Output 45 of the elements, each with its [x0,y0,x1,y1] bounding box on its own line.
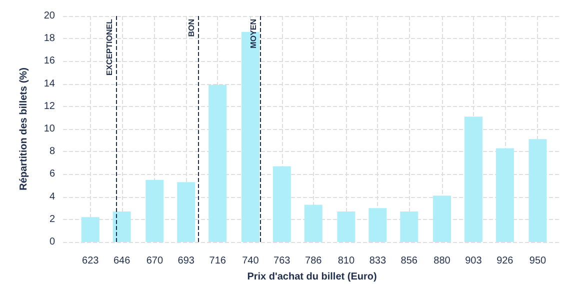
y-tick-label: 6 [49,168,56,180]
x-tick-label: 786 [305,256,322,266]
y-tick-label: 2 [49,214,56,225]
bar [146,180,164,242]
x-tick-label: 856 [400,256,418,266]
ref-line-label: MOYEN [249,18,258,48]
x-tick-label: 810 [338,256,355,266]
x-tick-label: 926 [496,256,514,266]
y-tick-label: 16 [44,56,56,67]
bar [337,211,356,242]
bar [496,148,514,242]
ref-line-label: BON [186,18,196,37]
x-tick-label: 763 [274,256,291,266]
x-tick-label: 833 [369,256,386,266]
bar [528,139,547,242]
y-tick-label: 4 [49,191,56,202]
y-tick-label: 12 [44,100,56,112]
bar [112,211,131,242]
y-axis-title: Répartition des billets (%) [18,68,30,190]
y-tick-label: 10 [44,124,56,134]
bar [272,166,291,242]
bar [304,204,322,242]
y-tick-label: 14 [44,78,56,90]
x-tick-label: 623 [82,256,100,266]
x-tick-label: 740 [242,256,260,266]
x-tick-label: 880 [434,256,451,266]
bar [208,84,227,242]
ref-line-label: EXCEPTIONEL [104,18,114,76]
bar [464,116,482,242]
y-tick-label: 18 [44,33,56,44]
bar [400,211,418,242]
y-tick-label: 20 [44,10,56,22]
y-tick-label: 0 [49,236,56,248]
bar [81,217,100,242]
x-tick-label: 693 [178,256,195,266]
bar [432,196,451,242]
x-tick-label: 903 [465,256,482,266]
y-tick-label: 8 [49,146,56,158]
x-axis-title: Prix d'achat du billet (Euro) [247,272,377,282]
x-tick-label: 950 [529,256,547,266]
x-tick-label: 670 [146,256,164,266]
bar [177,182,196,242]
x-tick-label: 646 [113,256,131,266]
bar [368,208,387,242]
x-tick-label: 716 [209,256,226,266]
